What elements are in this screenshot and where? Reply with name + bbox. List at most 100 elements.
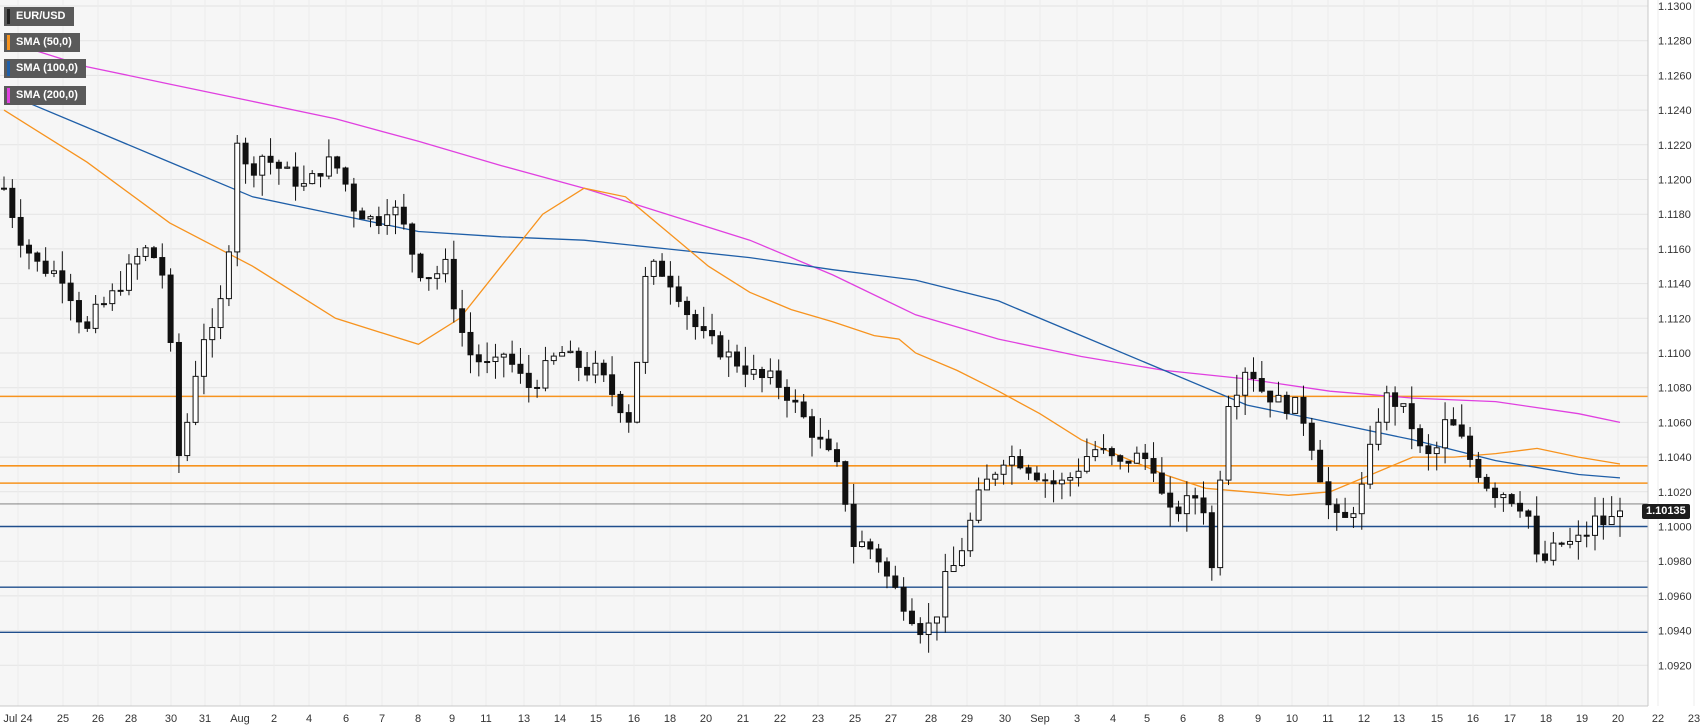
x-tick-label: 16 [1467, 713, 1479, 725]
candle-body [100, 303, 107, 306]
candle-body [434, 273, 441, 279]
candle-body [42, 260, 49, 274]
candle-body [584, 366, 591, 376]
candle-body [325, 156, 332, 177]
candle-body [1008, 456, 1015, 466]
candle-body [692, 314, 699, 328]
candle-body [542, 360, 549, 389]
candle-body [642, 275, 649, 363]
candle-body [209, 327, 216, 341]
candle-body [250, 163, 257, 176]
candle-body [1558, 542, 1565, 545]
candle-body [300, 183, 307, 187]
legend-item-sma100[interactable]: SMA (100,0) [4, 59, 86, 78]
candles [1, 135, 1623, 653]
candle-body [1117, 455, 1124, 462]
x-tick-label: 6 [343, 713, 349, 725]
candle-body [1375, 421, 1382, 445]
x-tick-label: Aug [230, 713, 250, 725]
candle-body [1167, 492, 1174, 508]
candle-body [75, 300, 82, 323]
candle-body [958, 550, 965, 567]
candle-body [67, 282, 74, 302]
candle-body [942, 571, 949, 618]
candle-body [392, 206, 399, 216]
candle-body [1150, 458, 1157, 474]
y-tick-label: 1.1240 [1658, 105, 1692, 117]
candle-body [725, 351, 732, 358]
candle-body [117, 289, 124, 292]
candle-body [1100, 448, 1107, 451]
y-tick-label: 1.1180 [1658, 209, 1691, 221]
candle-body [675, 286, 682, 302]
x-tick-label: 27 [885, 713, 897, 725]
candle-body [600, 362, 607, 376]
candle-body [467, 331, 474, 356]
sma50-line [3, 109, 1621, 496]
candle-body [1, 187, 7, 190]
y-tick-label: 1.1260 [1658, 70, 1692, 82]
candle-body [908, 610, 915, 625]
x-tick-label: 2 [271, 713, 277, 725]
candle-body [517, 363, 524, 374]
candle-body [1258, 378, 1265, 392]
x-tick-label: 31 [199, 713, 211, 725]
candle-body [125, 263, 132, 291]
candle-body [234, 142, 241, 253]
candle-body [967, 519, 974, 552]
candle-body [1358, 483, 1365, 515]
legend-item-sma50[interactable]: SMA (50,0) [4, 33, 80, 52]
x-tick-label: 9 [449, 713, 455, 725]
x-tick-label: 15 [590, 713, 602, 725]
candle-body [1392, 392, 1399, 407]
x-tick-label: 11 [1322, 713, 1333, 725]
candle-body [1217, 479, 1224, 569]
candle-body [1192, 495, 1199, 499]
legend-item-price[interactable]: EUR/USD [4, 7, 74, 26]
candle-body [1550, 542, 1557, 561]
legend-item-sma200[interactable]: SMA (200,0) [4, 86, 86, 105]
candle-body [1342, 511, 1349, 518]
candle-body [767, 370, 774, 379]
candle-body [709, 330, 716, 337]
x-tick-label: 7 [379, 713, 385, 725]
candle-body [225, 251, 232, 300]
candle-body [983, 478, 990, 491]
y-tick-label: 1.1200 [1658, 175, 1692, 187]
x-axis-ticks: Jul 24 25 26 28 30 31 Aug 2 4 6 7 8 9 11 13 14 15 16 18 20 2… [3, 713, 1700, 725]
y-tick-label: 1.1100 [1658, 348, 1691, 360]
candle-body [350, 183, 357, 212]
candle-body [1492, 487, 1499, 499]
level-lines [0, 395, 1648, 634]
candle-body [892, 575, 899, 588]
x-tick-label: 30 [165, 713, 177, 725]
candle-body [1225, 406, 1232, 481]
x-tick-label: 25 [849, 713, 861, 725]
candle-body [1242, 371, 1249, 396]
x-tick-label: 4 [1110, 713, 1116, 725]
y-tick-label: 1.1020 [1658, 487, 1692, 499]
candle-body [1133, 452, 1140, 464]
candle-body [617, 393, 624, 414]
candle-body [534, 386, 541, 389]
x-tick-label: 22 [774, 713, 786, 725]
legend-swatch-sma200 [7, 88, 10, 103]
candle-body [925, 622, 932, 636]
candle-body [575, 350, 582, 368]
candle-body [1400, 403, 1407, 407]
candle-body [567, 350, 574, 354]
candle-body [1083, 456, 1090, 472]
candle-body [1450, 419, 1457, 426]
candle-body [1575, 534, 1582, 542]
candle-body [759, 369, 766, 379]
x-tick-label: 8 [1218, 713, 1224, 725]
x-tick-label: 29 [961, 713, 973, 725]
candle-body [267, 155, 274, 163]
candle-body [1408, 403, 1415, 430]
candle-body [475, 354, 482, 363]
candle-body [509, 353, 516, 365]
candle-body [1208, 512, 1215, 569]
candle-body [634, 361, 641, 423]
candle-body [700, 326, 707, 332]
